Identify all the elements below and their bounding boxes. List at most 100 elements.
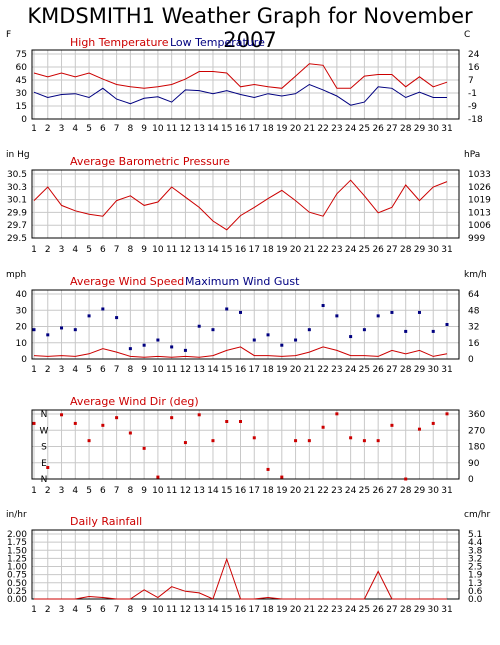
x-tick-day: 15 <box>221 124 232 134</box>
data-point <box>390 423 394 427</box>
data-point <box>280 343 284 347</box>
x-tick-day: 7 <box>114 245 120 255</box>
x-tick-day: 26 <box>372 124 384 134</box>
x-tick-day: 22 <box>317 365 328 375</box>
y-tick-right: 4.4 <box>468 538 483 548</box>
data-point <box>60 413 64 417</box>
y-tick-left: 30.5 <box>7 170 27 180</box>
x-tick-day: 3 <box>59 124 65 134</box>
x-tick-day: 12 <box>180 605 191 615</box>
series-line <box>33 83 447 106</box>
x-tick-day: 29 <box>414 124 426 134</box>
x-tick-day: 21 <box>304 486 315 496</box>
y-tick-left: N <box>41 475 48 485</box>
x-tick-day: 1 <box>31 486 37 496</box>
data-point <box>417 310 421 314</box>
y-tick-right: 64 <box>468 290 480 300</box>
y-tick-left: 0 <box>21 355 27 365</box>
data-point <box>46 333 50 337</box>
y-tick-left: 60 <box>16 63 28 73</box>
unit-right: cm/hr <box>464 510 490 520</box>
x-tick-day: 21 <box>304 605 315 615</box>
x-tick-day: 23 <box>331 605 342 615</box>
y-tick-left: S <box>41 443 47 453</box>
y-tick-right: 16 <box>468 63 480 73</box>
x-tick-day: 14 <box>207 486 219 496</box>
data-point <box>321 304 325 308</box>
x-tick-day: 27 <box>386 365 397 375</box>
x-tick-day: 15 <box>221 365 232 375</box>
data-point <box>431 421 435 425</box>
x-tick-day: 24 <box>345 365 357 375</box>
x-tick-day: 6 <box>100 486 106 496</box>
x-tick-day: 21 <box>304 124 315 134</box>
x-tick-day: 31 <box>441 124 452 134</box>
x-tick-day: 29 <box>414 605 426 615</box>
y-tick-right: 7 <box>468 76 474 86</box>
x-tick-day: 2 <box>45 124 51 134</box>
x-tick-day: 21 <box>304 365 315 375</box>
y-tick-left: 0 <box>21 115 27 125</box>
x-tick-day: 10 <box>152 486 164 496</box>
data-point <box>46 466 50 469</box>
x-tick-day: 4 <box>72 245 78 255</box>
x-tick-day: 10 <box>152 365 164 375</box>
x-tick-day: 15 <box>221 245 232 255</box>
x-tick-day: 24 <box>345 124 357 134</box>
x-tick-day: 17 <box>249 365 260 375</box>
data-point <box>115 416 119 420</box>
x-tick-day: 2 <box>45 605 51 615</box>
x-tick-day: 19 <box>276 124 288 134</box>
series-title: Low Temperature <box>170 36 265 49</box>
y-tick-left: 29.9 <box>7 208 27 218</box>
x-tick-day: 4 <box>72 365 78 375</box>
x-tick-day: 24 <box>345 605 357 615</box>
plot-frame <box>31 409 460 480</box>
series-line <box>33 346 448 358</box>
y-tick-right: 48 <box>468 306 480 316</box>
y-tick-left: 75 <box>16 50 27 60</box>
x-tick-day: 19 <box>276 605 288 615</box>
data-point <box>197 324 201 328</box>
y-tick-right: 1013 <box>468 208 491 218</box>
x-tick-day: 26 <box>372 605 384 615</box>
y-tick-right: 16 <box>468 339 480 349</box>
data-point <box>128 431 132 435</box>
y-tick-left: N <box>41 410 48 420</box>
y-tick-left: 30 <box>16 306 28 316</box>
x-tick-day: 17 <box>249 605 260 615</box>
data-point <box>115 316 119 320</box>
y-tick-right: 360 <box>468 410 485 420</box>
x-tick-day: 9 <box>141 486 147 496</box>
data-point <box>252 436 256 440</box>
x-tick-day: 11 <box>166 365 177 375</box>
y-tick-right: 24 <box>468 50 480 60</box>
plot-frame <box>31 169 460 239</box>
y-tick-right: -1 <box>468 89 477 99</box>
y-tick-left: 15 <box>16 102 27 112</box>
x-tick-day: 5 <box>86 605 92 615</box>
x-tick-day: 16 <box>235 365 247 375</box>
series-title: Average Wind Dir (deg) <box>70 395 199 408</box>
data-point <box>376 314 380 318</box>
x-tick-day: 23 <box>331 124 342 134</box>
x-tick-day: 27 <box>386 605 397 615</box>
x-tick-day: 5 <box>86 124 92 134</box>
x-tick-day: 2 <box>45 245 51 255</box>
unit-left: mph <box>6 270 26 280</box>
x-tick-day: 31 <box>441 245 452 255</box>
x-tick-day: 28 <box>400 124 412 134</box>
x-tick-day: 14 <box>207 605 219 615</box>
y-tick-left: 0.50 <box>7 579 27 589</box>
x-tick-day: 4 <box>72 486 78 496</box>
x-tick-day: 12 <box>180 365 191 375</box>
x-tick-day: 25 <box>359 365 370 375</box>
data-point <box>335 412 339 416</box>
data-point <box>335 314 339 318</box>
x-tick-day: 10 <box>152 605 164 615</box>
y-tick-left: 45 <box>16 76 27 86</box>
x-tick-day: 15 <box>221 486 232 496</box>
